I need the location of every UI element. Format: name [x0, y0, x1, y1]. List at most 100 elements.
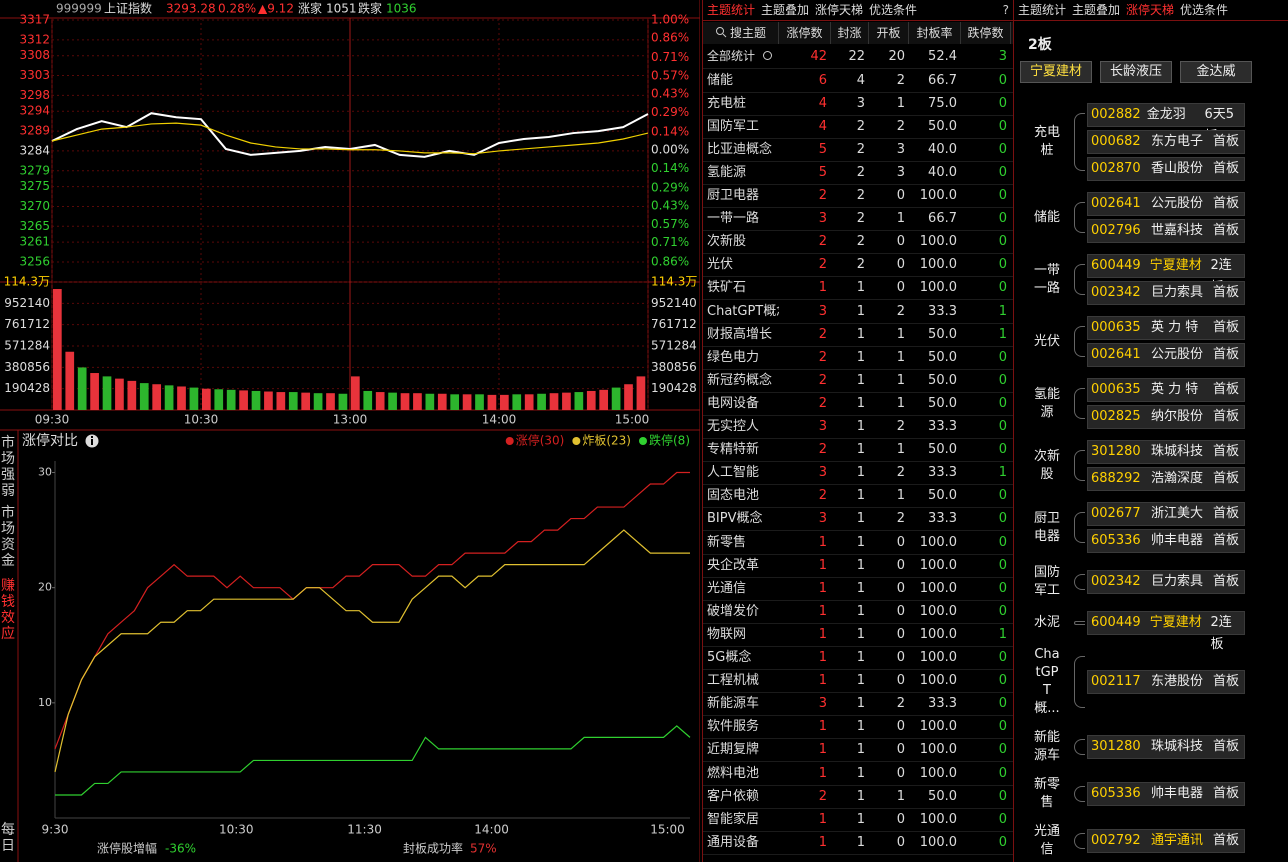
- theme-row[interactable]: 光通信 1 1 0 100.0 0: [703, 577, 1013, 601]
- tab[interactable]: 优选条件: [869, 3, 918, 17]
- stock-item[interactable]: 002117 东港股份 首板: [1087, 670, 1245, 694]
- side-tab[interactable]: 每日: [1, 822, 15, 854]
- theme-row[interactable]: 物联网 1 1 0 100.0 1: [703, 623, 1013, 647]
- chip[interactable]: 金达威: [1180, 61, 1252, 83]
- stock-item[interactable]: 002796 世嘉科技 首板: [1087, 219, 1245, 243]
- stock-item[interactable]: 002870 香山股份 首板: [1087, 157, 1245, 181]
- theme-row[interactable]: 固态电池 2 1 1 50.0 0: [703, 484, 1013, 509]
- group-label[interactable]: 厨卫电器: [1033, 510, 1060, 544]
- stock-item[interactable]: 002342 巨力索具 首板: [1087, 570, 1245, 594]
- stock-list: 605336 帅丰电器 首板: [1087, 782, 1245, 806]
- volume-bar: [500, 394, 509, 410]
- volume-bar: [524, 394, 534, 410]
- column-header[interactable]: 跌停数: [961, 22, 1011, 44]
- tab[interactable]: 主题叠加: [761, 3, 810, 17]
- chip[interactable]: 宁夏建材: [1020, 61, 1092, 83]
- tab[interactable]: 涨停天梯: [1126, 3, 1175, 17]
- theme-row[interactable]: BIPV概念 3 1 2 33.3 0: [703, 507, 1013, 532]
- theme-row[interactable]: 一带一路 3 2 1 66.7 0: [703, 207, 1013, 232]
- theme-row[interactable]: 新能源车 3 1 2 33.3 0: [703, 692, 1013, 717]
- stock-item[interactable]: 002641 公元股份 首板: [1087, 343, 1245, 367]
- theme-row[interactable]: 近期复牌 1 1 0 100.0 0: [703, 738, 1013, 763]
- column-header[interactable]: 封涨: [831, 22, 869, 44]
- column-header[interactable]: 封板率: [909, 22, 961, 44]
- group-label[interactable]: 水泥: [1033, 615, 1060, 630]
- theme-row[interactable]: 储能 6 4 2 66.7 0: [703, 69, 1013, 93]
- group-label[interactable]: 光通信: [1033, 824, 1060, 857]
- cell: 3: [818, 303, 827, 319]
- stock-item[interactable]: 600449 宁夏建材 2连板: [1087, 254, 1245, 295]
- cell-text: 全部统计: [707, 49, 756, 63]
- theme-row[interactable]: 央企改革 1 1 0 100.0 0: [703, 554, 1013, 578]
- stock-item[interactable]: 301280 珠城科技 首板: [1087, 440, 1245, 464]
- stock-item[interactable]: 002677 浙江美大 首板: [1087, 502, 1245, 526]
- side-tab[interactable]: 市场强弱: [1, 435, 15, 499]
- side-tab[interactable]: 赚钱效应: [1, 578, 15, 642]
- theme-row[interactable]: 铁矿石 1 1 0 100.0 0: [703, 276, 1013, 301]
- group-label[interactable]: 国防军工: [1033, 565, 1060, 598]
- stock-item[interactable]: 002641 公元股份 首板: [1087, 192, 1245, 216]
- stock-item[interactable]: 002792 通宇通讯 首板: [1087, 829, 1245, 853]
- theme-row[interactable]: 工程机械 1 1 0 100.0 0: [703, 669, 1013, 694]
- group-label[interactable]: 新零售: [1033, 777, 1060, 810]
- theme-row[interactable]: 破增发价 1 1 0 100.0 0: [703, 600, 1013, 624]
- column-header[interactable]: 涨停数: [779, 22, 831, 44]
- theme-row[interactable]: 新零售 1 1 0 100.0 0: [703, 531, 1013, 555]
- stock-item[interactable]: 600449 宁夏建材 2连板: [1087, 611, 1245, 652]
- theme-row[interactable]: 新冠药概念 2 1 1 50.0 0: [703, 369, 1013, 393]
- theme-row[interactable]: 国防军工 4 2 2 50.0 0: [703, 115, 1013, 139]
- theme-row[interactable]: 客户依赖 2 1 1 50.0 0: [703, 785, 1013, 809]
- stock-item[interactable]: 002825 纳尔股份 首板: [1087, 405, 1245, 429]
- chip[interactable]: 长龄液压: [1100, 61, 1172, 83]
- theme-row[interactable]: 无实控人 3 1 2 33.3 0: [703, 415, 1013, 440]
- theme-row[interactable]: 电网设备 2 1 1 50.0 0: [703, 392, 1013, 416]
- stock-item[interactable]: 605336 帅丰电器 首板: [1087, 782, 1245, 806]
- theme-row[interactable]: 5G概念 1 1 0 100.0 0: [703, 646, 1013, 671]
- stock-item[interactable]: 301280 珠城科技 首板: [1087, 735, 1245, 759]
- theme-row[interactable]: ChatGPT概念 3 1 2 33.3 1: [703, 300, 1013, 324]
- theme-row[interactable]: 人工智能 3 1 2 33.3 1: [703, 461, 1013, 486]
- tab[interactable]: 优选条件: [1180, 3, 1229, 17]
- theme-row[interactable]: 绿色电力 2 1 1 50.0 0: [703, 346, 1013, 370]
- stock-item[interactable]: 000635 英 力 特首板: [1087, 316, 1245, 340]
- theme-row[interactable]: 氢能源 5 2 3 40.0 0: [703, 161, 1013, 185]
- group-label[interactable]: 充电桩: [1033, 125, 1060, 158]
- tab[interactable]: 主题统计: [707, 3, 756, 17]
- theme-row[interactable]: 比亚迪概念 5 2 3 40.0 0: [703, 138, 1013, 162]
- theme-row[interactable]: 充电桩 4 3 1 75.0 0: [703, 92, 1013, 116]
- theme-row[interactable]: 厨卫电器 2 2 0 100.0 0: [703, 184, 1013, 209]
- theme-row[interactable]: 燃料电池 1 1 0 100.0 0: [703, 762, 1013, 786]
- tab[interactable]: 主题统计: [1018, 3, 1067, 17]
- theme-row[interactable]: 智能家居 1 1 0 100.0 0: [703, 808, 1013, 832]
- theme-row[interactable]: 软件服务 1 1 0 100.0 0: [703, 715, 1013, 740]
- stock-item[interactable]: 688292 浩瀚深度 首板: [1087, 467, 1245, 491]
- theme-row[interactable]: 次新股 2 2 0 100.0 0: [703, 230, 1013, 255]
- group-label[interactable]: 氢能源: [1033, 386, 1060, 420]
- theme-row[interactable]: 通用设备 1 1 0 100.0 0: [703, 831, 1013, 855]
- group-label[interactable]: 光伏: [1033, 333, 1060, 349]
- bracket: [1074, 574, 1085, 590]
- stock-item[interactable]: 605336 帅丰电器 首板: [1087, 529, 1245, 553]
- stock-item[interactable]: 000635 英 力 特首板: [1087, 378, 1245, 402]
- help-button[interactable]: ?: [1002, 3, 1009, 17]
- stock-code: 600449: [1091, 258, 1141, 273]
- stock-list: 002792 通宇通讯 首板: [1087, 829, 1245, 853]
- theme-row[interactable]: 光伏 2 2 0 100.0 0: [703, 253, 1013, 278]
- group-label[interactable]: 新能源车: [1033, 730, 1060, 763]
- volume-bar: [636, 376, 646, 410]
- group-label[interactable]: 次新股: [1033, 448, 1060, 482]
- theme-row[interactable]: 专精特新 2 1 1 50.0 0: [703, 438, 1013, 463]
- group-label[interactable]: ChatGPT概...: [1034, 647, 1060, 716]
- group-label[interactable]: 一带一路: [1033, 262, 1060, 296]
- tab[interactable]: 主题叠加: [1072, 3, 1121, 17]
- tab[interactable]: 涨停天梯: [815, 3, 864, 17]
- theme-row[interactable]: 财报高增长 2 1 1 50.0 1: [703, 323, 1013, 347]
- group-label[interactable]: 储能: [1033, 209, 1060, 225]
- side-tab[interactable]: 市场资金: [1, 505, 15, 569]
- stock-item[interactable]: 002342 巨力索具 首板: [1087, 281, 1245, 305]
- column-header[interactable]: 搜主题: [703, 22, 779, 44]
- stock-item[interactable]: 002882 金龙羽 6天5板: [1087, 103, 1245, 144]
- cell: 100.0: [919, 188, 957, 203]
- column-header[interactable]: 开板: [869, 22, 909, 44]
- stock-item[interactable]: 000682 东方电子 首板: [1087, 130, 1245, 154]
